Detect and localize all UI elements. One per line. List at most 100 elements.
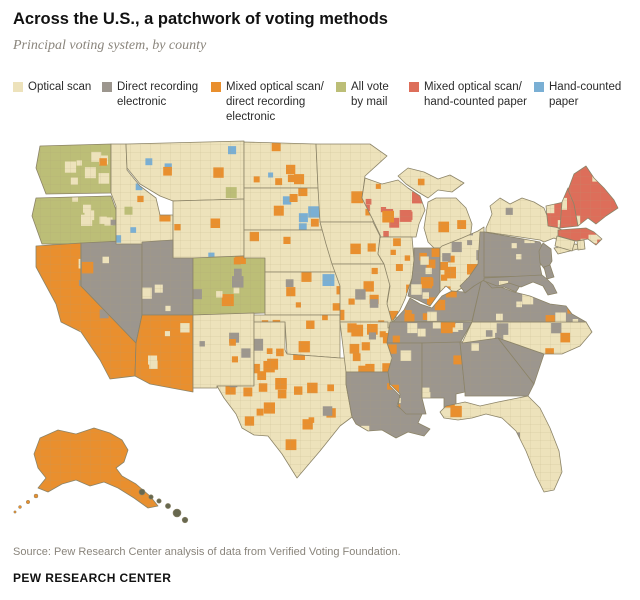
state-border bbox=[33, 427, 159, 509]
county-grid-overlay bbox=[340, 322, 396, 372]
county-grid-overlay bbox=[440, 396, 562, 492]
county-grid-overlay bbox=[424, 198, 472, 248]
county-grid-overlay bbox=[362, 178, 425, 237]
state-al bbox=[421, 341, 466, 413]
state-nd bbox=[243, 141, 319, 189]
county-grid-overlay bbox=[142, 240, 193, 315]
legend-swatch-hand bbox=[534, 82, 544, 92]
state-border bbox=[471, 277, 587, 323]
legend-item-optical: Optical scan bbox=[13, 80, 96, 95]
county-patch bbox=[555, 299, 562, 306]
state-border bbox=[543, 264, 555, 280]
county-grid-overlay bbox=[422, 342, 465, 412]
legend-swatch-mixed_oshc bbox=[409, 82, 419, 92]
county-grid-overlay bbox=[34, 428, 158, 508]
state-ak bbox=[13, 427, 159, 514]
county-grid-overlay bbox=[244, 230, 342, 272]
state-border bbox=[397, 167, 465, 199]
state-hi bbox=[138, 488, 189, 524]
county-grid-overlay bbox=[111, 144, 173, 244]
county-grid-overlay bbox=[546, 202, 564, 228]
legend-label: All vote by mail bbox=[351, 81, 389, 108]
state-ar bbox=[339, 321, 397, 373]
county-grid-overlay bbox=[320, 222, 384, 264]
legend-swatch-dre bbox=[102, 82, 112, 92]
source-note: Source: Pew Research Center analysis of … bbox=[13, 546, 401, 558]
state-border bbox=[439, 395, 563, 493]
legend-item-mixed_osdre: Mixed optical scan/ direct recording ele… bbox=[211, 80, 330, 125]
state-border bbox=[567, 165, 619, 227]
legend-label: Hand-counted paper bbox=[549, 81, 622, 108]
state-ga bbox=[459, 337, 535, 397]
legend-label: Mixed optical scan/ hand-counted paper bbox=[424, 81, 527, 108]
county-patch bbox=[495, 436, 503, 444]
county-patch bbox=[226, 414, 236, 425]
legend-label: Mixed optical scan/ direct recording ele… bbox=[226, 81, 324, 123]
state-border bbox=[576, 239, 586, 251]
state-ct bbox=[554, 235, 576, 252]
state-ut bbox=[141, 239, 194, 316]
legend: Optical scan Direct recording electronic M… bbox=[13, 80, 629, 125]
county-grid-overlay bbox=[398, 168, 464, 198]
legend-swatch-mail bbox=[336, 82, 346, 92]
aleutian-island bbox=[25, 499, 31, 505]
county-grid-overlay bbox=[193, 313, 254, 388]
state-de bbox=[543, 264, 555, 280]
county-patch bbox=[46, 354, 55, 362]
legend-swatch-optical bbox=[13, 82, 23, 92]
county-grid-overlay bbox=[32, 196, 116, 244]
county-grid-overlay bbox=[408, 248, 440, 306]
state-border bbox=[461, 321, 593, 355]
hawaii-island bbox=[181, 516, 189, 524]
county-grid-overlay bbox=[254, 315, 340, 358]
state-mn bbox=[315, 143, 388, 223]
county-grid-overlay bbox=[393, 278, 482, 322]
state-or bbox=[31, 195, 117, 245]
state-az bbox=[134, 314, 194, 393]
page-subtitle: Principal voting system, by county bbox=[13, 38, 207, 53]
page-title: Across the U.S., a patchwork of voting m… bbox=[13, 10, 388, 28]
county-patch bbox=[490, 421, 497, 429]
hawaii-island bbox=[156, 498, 162, 504]
legend-label: Direct recording electronic bbox=[117, 81, 199, 108]
state-border bbox=[483, 274, 558, 296]
county-patch bbox=[161, 201, 169, 208]
state-ma bbox=[557, 227, 603, 246]
state-mt bbox=[125, 140, 245, 202]
county-grid-overlay bbox=[484, 232, 546, 277]
legend-item-dre: Direct recording electronic bbox=[102, 80, 205, 110]
county-grid-overlay bbox=[539, 243, 552, 271]
state-miup bbox=[397, 167, 465, 199]
county-grid-overlay bbox=[173, 199, 244, 260]
state-fl bbox=[439, 395, 563, 493]
county-patch bbox=[498, 423, 509, 433]
state-va bbox=[471, 277, 587, 323]
state-me bbox=[567, 165, 619, 227]
county-grid-overlay bbox=[387, 343, 426, 414]
hawaii-island bbox=[172, 508, 182, 518]
aleutian-island bbox=[33, 493, 39, 499]
county-patch bbox=[69, 330, 81, 342]
legend-item-mixed_oshc: Mixed optical scan/ hand-counted paper bbox=[409, 80, 528, 110]
state-nm bbox=[192, 312, 255, 389]
state-ia bbox=[319, 221, 385, 265]
county-grid-overlay bbox=[462, 322, 592, 354]
state-ks bbox=[264, 271, 347, 316]
county-grid-overlay bbox=[486, 198, 570, 242]
state-in bbox=[407, 247, 441, 307]
county-grid-overlay bbox=[126, 141, 244, 201]
aleutian-island bbox=[18, 505, 22, 509]
county-patch bbox=[461, 438, 469, 446]
state-border bbox=[483, 231, 547, 278]
legend-swatch-mixed_osdre bbox=[211, 82, 221, 92]
state-id bbox=[110, 143, 174, 245]
county-grid-overlay bbox=[460, 338, 534, 396]
county-patch bbox=[502, 450, 510, 457]
hawaii-island bbox=[165, 503, 171, 509]
county-grid-overlay bbox=[560, 188, 578, 228]
us-county-choropleth-map bbox=[13, 140, 619, 524]
brand-footer: PEW RESEARCH CENTER bbox=[13, 571, 172, 585]
hawaii-island bbox=[138, 488, 146, 496]
county-grid-overlay bbox=[193, 255, 265, 315]
